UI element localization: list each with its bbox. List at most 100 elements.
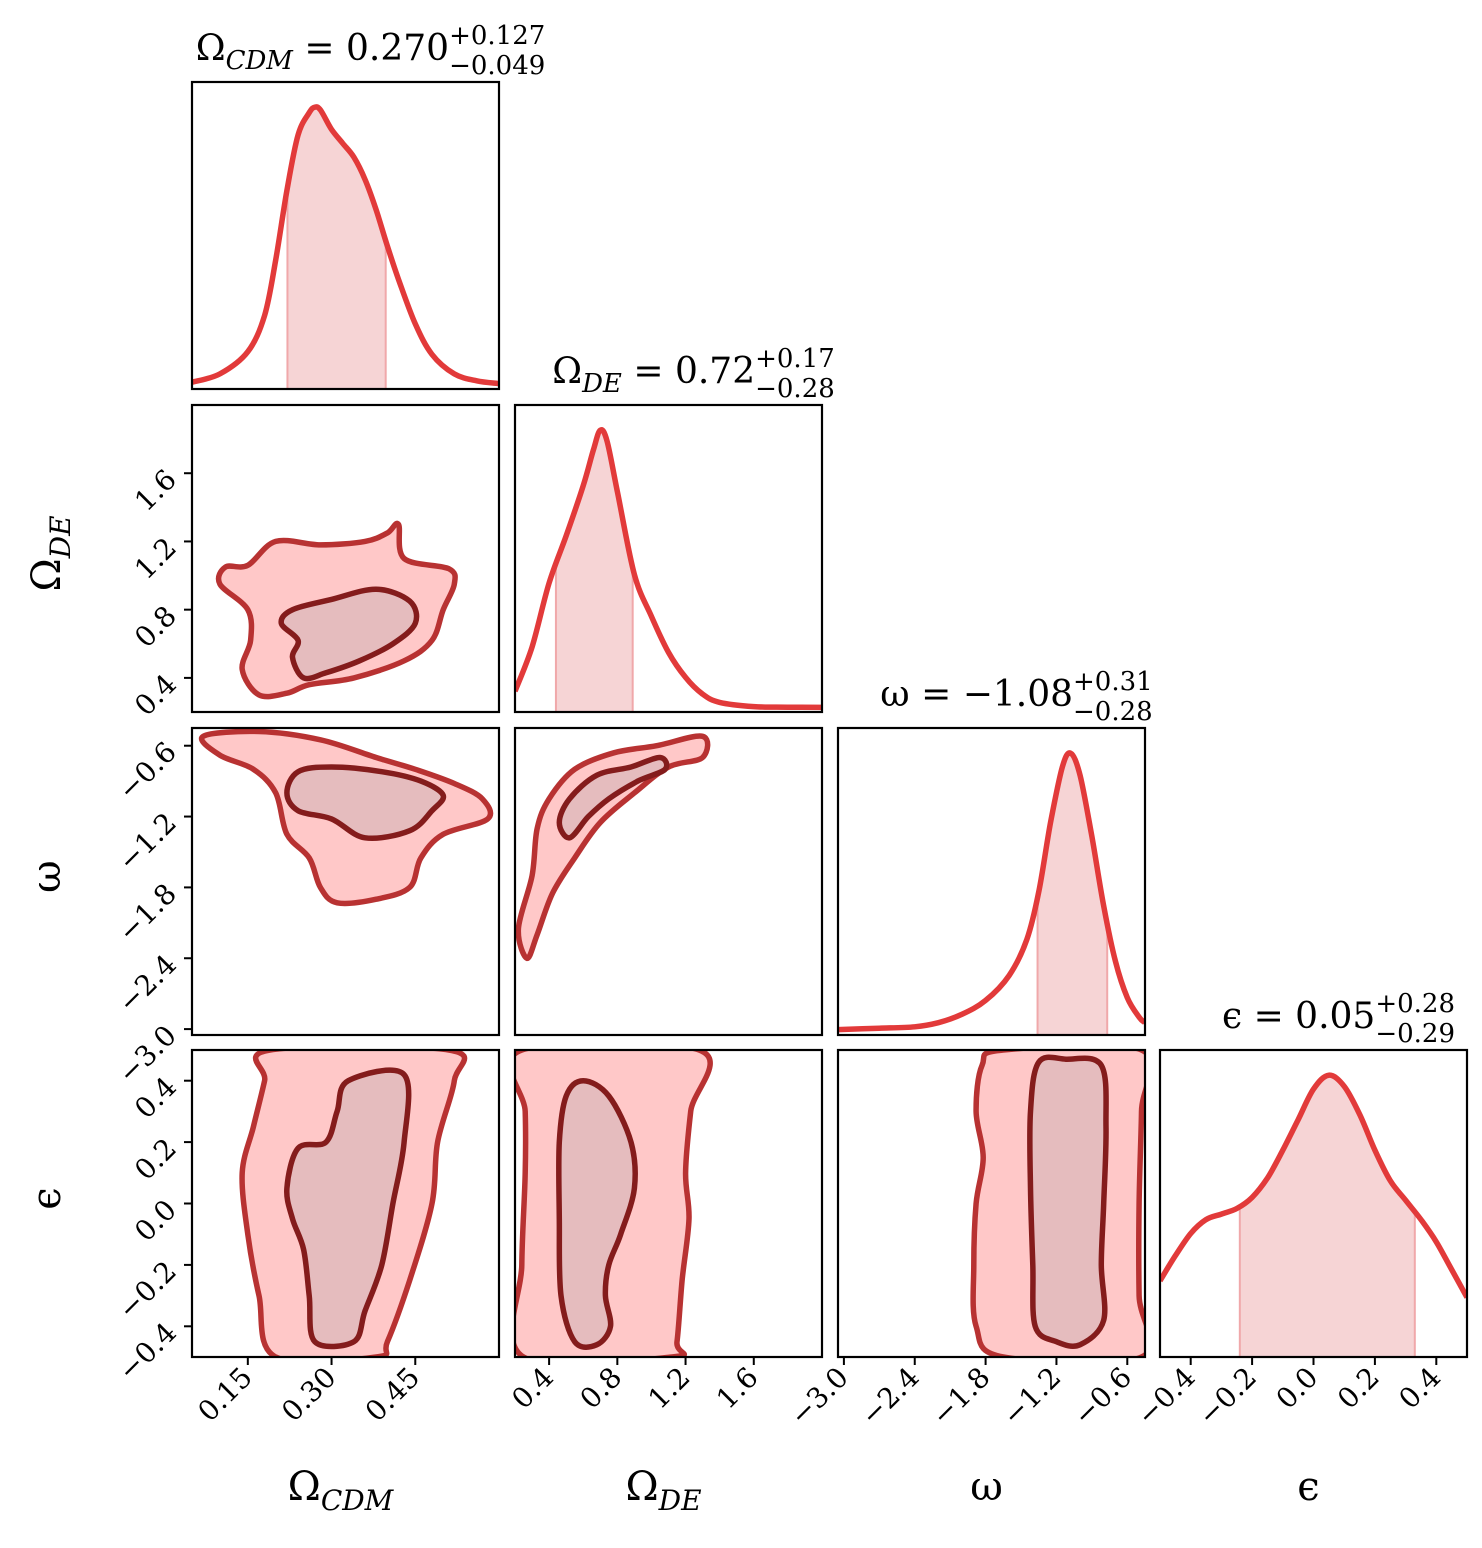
contour-panel-1-0 (215, 520, 458, 700)
title-lower-error: −0.28 (755, 374, 835, 404)
panel-frame-1-0 (190, 403, 501, 714)
y-tick-label: −0.6 (112, 735, 183, 806)
y-tick-label: 0.4 (128, 668, 183, 723)
title-value: = 0.270 (293, 28, 449, 69)
y-tick-label: −1.8 (112, 877, 183, 948)
x-tick-label: 0.4 (1392, 1361, 1447, 1416)
title-symbol: Ω (552, 351, 582, 392)
x-tick-label: 1.2 (642, 1361, 697, 1416)
x-tick-label: 0.8 (573, 1361, 628, 1416)
contour-68 (556, 754, 670, 841)
contour-panel-3-1 (515, 1050, 713, 1357)
title-upper-error: +0.31 (1073, 667, 1153, 697)
panel-title: ω = −1.08+0.31 −0.28 (880, 667, 1152, 727)
credible-interval-fill (1037, 753, 1108, 1035)
credible-interval-fill (287, 107, 386, 389)
x-axis-label-subscript: CDM (321, 1484, 395, 1517)
title-symbol: ϵ (1222, 996, 1242, 1037)
x-tick-label: 0.15 (191, 1361, 258, 1428)
title-lower-error: −0.28 (1073, 697, 1153, 727)
title-lower-error: −0.29 (1375, 1019, 1455, 1049)
y-axis-label-symbol: Ω (24, 558, 70, 591)
contour-95 (515, 733, 711, 962)
title-upper-error: +0.127 (449, 21, 545, 51)
contour-68 (284, 764, 447, 842)
y-tick-label: −1.2 (112, 806, 183, 877)
marginal-panel-2 (838, 750, 1145, 1035)
x-axis-label: ΩDE (625, 1464, 701, 1517)
y-tick-label: 1.6 (128, 463, 183, 518)
y-tick-label: −0.2 (112, 1255, 183, 1326)
credible-interval-fill (1239, 1075, 1415, 1357)
x-axis-label-symbol: Ω (625, 1464, 658, 1510)
x-axis-label-symbol: Ω (288, 1464, 321, 1510)
y-tick-label: −3.0 (112, 1019, 183, 1090)
y-tick-label: 1.2 (128, 531, 183, 586)
panel-frame-2-2 (836, 726, 1147, 1037)
contour-panel-3-0 (239, 1050, 468, 1357)
y-axis-label: ω (24, 860, 70, 893)
contour-panel-2-0 (198, 728, 494, 907)
panel-title: ΩCDM = 0.270+0.127 −0.049 (196, 21, 546, 81)
x-axis-label-symbol: ϵ (1297, 1464, 1319, 1510)
panel-title: ΩDE = 0.72+0.17 −0.28 (552, 344, 835, 404)
panel-frame-2-1 (513, 726, 824, 1037)
marginal-density-line (1160, 1072, 1467, 1299)
title-value: = 0.72 (622, 351, 755, 392)
title-upper-error: +0.28 (1375, 989, 1455, 1019)
x-axis-label: ϵ (1297, 1464, 1319, 1510)
contour-68 (284, 1067, 412, 1350)
x-tick-label: 0.0 (1270, 1361, 1325, 1416)
y-tick-label: 0.0 (128, 1193, 183, 1248)
x-tick-label: −1.2 (996, 1361, 1067, 1432)
title-lower-error: −0.049 (449, 51, 545, 81)
x-axis-label: ω (970, 1464, 1003, 1510)
y-tick-label: 0.8 (128, 599, 183, 654)
x-tick-label: −1.8 (925, 1361, 996, 1432)
contour-68 (278, 586, 420, 682)
x-axis-label: ΩCDM (288, 1464, 395, 1517)
x-tick-label: 0.30 (275, 1361, 342, 1428)
marginal-panel-0 (192, 104, 499, 389)
panel-frame-3-2 (836, 1048, 1147, 1359)
contour-panel-2-1 (515, 733, 711, 962)
marginal-panel-1 (515, 427, 822, 712)
y-axis-label-subscript: DE (44, 515, 77, 559)
y-tick-label: −0.4 (112, 1316, 183, 1387)
x-tick-label: 0.4 (505, 1361, 560, 1416)
x-tick-label: −0.2 (1192, 1361, 1263, 1432)
title-value: = −1.08 (910, 674, 1073, 715)
panel-frame-0-0 (190, 80, 501, 391)
panel-frame-2-0 (190, 726, 501, 1037)
contour-68 (1027, 1054, 1109, 1349)
y-tick-label: −2.4 (112, 948, 183, 1019)
x-axis-label-symbol: ω (970, 1464, 1003, 1510)
x-tick-label: −0.4 (1130, 1361, 1201, 1432)
panel-frame-3-1 (513, 1048, 824, 1359)
y-axis-label-symbol: ϵ (24, 1187, 70, 1209)
x-tick-label: −2.4 (854, 1361, 925, 1432)
x-tick-label: −3.0 (783, 1361, 854, 1432)
title-upper-error: +0.17 (755, 344, 835, 374)
marginal-density-line (515, 427, 822, 711)
marginal-density-line (192, 104, 499, 387)
x-tick-label: 0.2 (1331, 1361, 1386, 1416)
title-subscript: CDM (226, 46, 295, 76)
title-symbol: ω (880, 674, 909, 715)
x-tick-label: 0.45 (359, 1361, 426, 1428)
y-axis-label-symbol: ω (24, 860, 70, 893)
y-axis-label: ΩDE (24, 515, 77, 591)
credible-interval-fill (555, 430, 633, 712)
marginal-density-line (838, 750, 1145, 1033)
title-symbol: Ω (196, 28, 226, 69)
panel-title: ϵ = 0.05+0.28 −0.29 (1222, 989, 1455, 1049)
y-axis-label: ϵ (24, 1187, 70, 1209)
panel-frame-1-1 (513, 403, 824, 714)
x-tick-label: −0.6 (1067, 1361, 1138, 1432)
title-subscript: DE (581, 369, 622, 399)
contour-68 (556, 1077, 638, 1350)
x-tick-label: 1.6 (710, 1361, 765, 1416)
y-tick-label: 0.2 (128, 1132, 183, 1187)
marginal-panel-3 (1160, 1072, 1467, 1357)
